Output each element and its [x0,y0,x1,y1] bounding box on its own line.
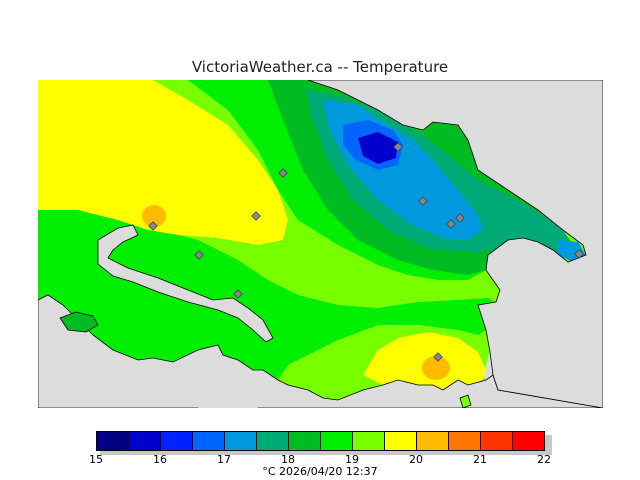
legend-swatch [288,431,321,451]
legend-tick-label: 17 [217,453,231,466]
east-ocean [307,80,603,408]
south-point [198,358,258,408]
legend-swatch [384,431,417,451]
station-marker[interactable] [278,168,288,178]
station-marker[interactable] [574,249,584,259]
station-marker[interactable] [148,221,158,231]
station-marker[interactable] [446,219,456,229]
legend-swatch [128,431,161,451]
unit-label: °C [262,465,276,478]
legend-tick-label: 18 [281,453,295,466]
southwest-ocean [38,294,603,408]
legend-swatch [352,431,385,451]
station-marker[interactable] [455,213,465,223]
legend-swatch [448,431,481,451]
weather-stations [148,142,584,362]
legend-swatch [160,431,193,451]
timestamp: 2026/04/20 12:37 [279,465,378,478]
station-marker[interactable] [418,196,428,206]
legend-swatch [224,431,257,451]
legend-tick-label: 16 [153,453,167,466]
legend-tick-label: 15 [89,453,103,466]
temperature-map [38,80,603,408]
map-title: VictoriaWeather.ca -- Temperature [191,58,449,76]
legend-swatch [480,431,513,451]
zone-21c-south [422,356,450,380]
station-marker[interactable] [433,352,443,362]
color-legend [96,431,545,451]
island-west [59,311,99,333]
legend-tick-label: 22 [537,453,551,466]
legend-swatch [320,431,353,451]
zone-21c-west [142,205,166,227]
legend-tick-label: 19 [345,453,359,466]
map-footer: °C 2026/04/20 12:37 [0,465,640,478]
island-south [459,394,472,408]
zone-16c [358,132,398,164]
legend-tick-label: 21 [473,453,487,466]
station-marker[interactable] [194,250,204,260]
zone-20c-south [363,332,486,390]
zone-19c [38,195,496,380]
legend-swatch [192,431,225,451]
station-marker[interactable] [233,289,243,299]
legend-swatch [256,431,289,451]
legend-swatch [416,431,449,451]
station-marker[interactable] [251,211,261,221]
legend-tick-label: 20 [409,453,423,466]
inlet-water [97,224,274,343]
legend-swatch [512,431,545,451]
legend-swatch [96,431,129,451]
zone-20c-west [38,80,288,245]
station-marker[interactable] [393,142,403,152]
